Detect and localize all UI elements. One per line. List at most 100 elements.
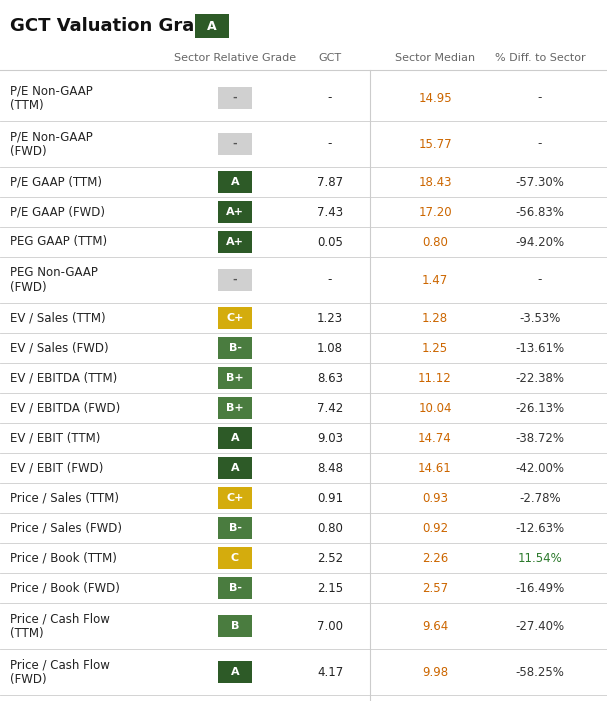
Text: A: A [231,433,239,443]
Text: -: - [328,273,332,287]
Text: EV / Sales (FWD): EV / Sales (FWD) [10,341,109,355]
Text: (FWD): (FWD) [10,280,47,294]
Text: -: - [232,93,237,103]
Bar [218,547,252,569]
Text: C: C [231,553,239,563]
Text: 17.20: 17.20 [418,205,452,219]
Text: Price / Book (TTM): Price / Book (TTM) [10,552,117,564]
Text: EV / EBITDA (TTM): EV / EBITDA (TTM) [10,372,117,385]
Text: -27.40%: -27.40% [515,620,565,632]
Text: 7.42: 7.42 [317,402,343,414]
Text: 1.08: 1.08 [317,341,343,355]
Text: -26.13%: -26.13% [515,402,565,414]
Text: A: A [207,20,217,32]
Bar [218,367,252,389]
Text: -: - [232,139,237,149]
Text: C+: C+ [226,493,243,503]
Text: A+: A+ [226,237,244,247]
Text: 1.28: 1.28 [422,311,448,325]
Text: 18.43: 18.43 [418,175,452,189]
Bar [218,337,252,359]
Text: Price / Book (FWD): Price / Book (FWD) [10,582,120,594]
Text: 0.80: 0.80 [317,522,343,534]
Text: 14.61: 14.61 [418,461,452,475]
Text: Sector Median: Sector Median [395,53,475,63]
Text: B+: B+ [226,403,244,413]
Text: -94.20%: -94.20% [515,236,565,248]
Bar [218,457,252,479]
Text: 14.95: 14.95 [418,92,452,104]
Text: 15.77: 15.77 [418,137,452,151]
Text: P/E Non-GAAP: P/E Non-GAAP [10,85,93,97]
Bar [218,517,252,539]
Text: -58.25%: -58.25% [515,665,565,679]
Text: B: B [231,621,239,631]
Bar [218,487,252,509]
Text: 0.05: 0.05 [317,236,343,248]
Text: 7.87: 7.87 [317,175,343,189]
Bar [218,231,252,253]
Text: -: - [232,275,237,285]
Bar [218,577,252,599]
Bar [218,427,252,449]
Bar [218,307,252,329]
Text: -16.49%: -16.49% [515,582,565,594]
Text: Price / Sales (TTM): Price / Sales (TTM) [10,491,119,505]
Text: P/E GAAP (FWD): P/E GAAP (FWD) [10,205,105,219]
Text: 0.93: 0.93 [422,491,448,505]
Text: Price / Cash Flow: Price / Cash Flow [10,613,110,625]
Text: -3.53%: -3.53% [520,311,561,325]
Text: 9.64: 9.64 [422,620,448,632]
Text: PEG GAAP (TTM): PEG GAAP (TTM) [10,236,107,248]
Text: 1.47: 1.47 [422,273,448,287]
Text: -13.61%: -13.61% [515,341,565,355]
Text: GCT: GCT [319,53,342,63]
Text: 7.43: 7.43 [317,205,343,219]
Text: A: A [231,463,239,473]
Text: (FWD): (FWD) [10,144,47,158]
Text: GCT Valuation Grade: GCT Valuation Grade [10,17,219,35]
Bar [218,171,252,193]
Text: Sector Relative Grade: Sector Relative Grade [174,53,296,63]
Text: % Diff. to Sector: % Diff. to Sector [495,53,585,63]
Text: 0.92: 0.92 [422,522,448,534]
Text: -38.72%: -38.72% [515,432,565,444]
Text: 2.15: 2.15 [317,582,343,594]
Text: PEG Non-GAAP: PEG Non-GAAP [10,266,98,280]
Text: -12.63%: -12.63% [515,522,565,534]
Text: (TTM): (TTM) [10,99,44,111]
Text: A+: A+ [226,207,244,217]
Text: B-: B- [228,583,242,593]
Text: 7.00: 7.00 [317,620,343,632]
Text: B+: B+ [226,373,244,383]
Bar [218,397,252,419]
Text: Price / Cash Flow: Price / Cash Flow [10,658,110,672]
Bar [218,615,252,637]
Text: EV / EBITDA (FWD): EV / EBITDA (FWD) [10,402,120,414]
Text: 2.26: 2.26 [422,552,448,564]
Text: 0.80: 0.80 [422,236,448,248]
Text: 14.74: 14.74 [418,432,452,444]
Text: 1.25: 1.25 [422,341,448,355]
Text: C+: C+ [226,313,243,323]
Text: 8.48: 8.48 [317,461,343,475]
Text: B-: B- [228,343,242,353]
Bar [195,14,229,38]
Text: Price / Sales (FWD): Price / Sales (FWD) [10,522,122,534]
Text: -42.00%: -42.00% [515,461,565,475]
Text: 8.63: 8.63 [317,372,343,385]
Bar [218,661,252,683]
Text: -: - [538,92,542,104]
Text: 4.17: 4.17 [317,665,343,679]
Text: -22.38%: -22.38% [515,372,565,385]
Text: 2.57: 2.57 [422,582,448,594]
Text: A: A [231,667,239,677]
Text: (FWD): (FWD) [10,672,47,686]
Text: P/E Non-GAAP: P/E Non-GAAP [10,130,93,144]
Text: -2.78%: -2.78% [519,491,561,505]
Text: 9.03: 9.03 [317,432,343,444]
Bar [218,133,252,155]
Text: A: A [231,177,239,187]
Text: (TTM): (TTM) [10,627,44,639]
Bar [218,201,252,223]
